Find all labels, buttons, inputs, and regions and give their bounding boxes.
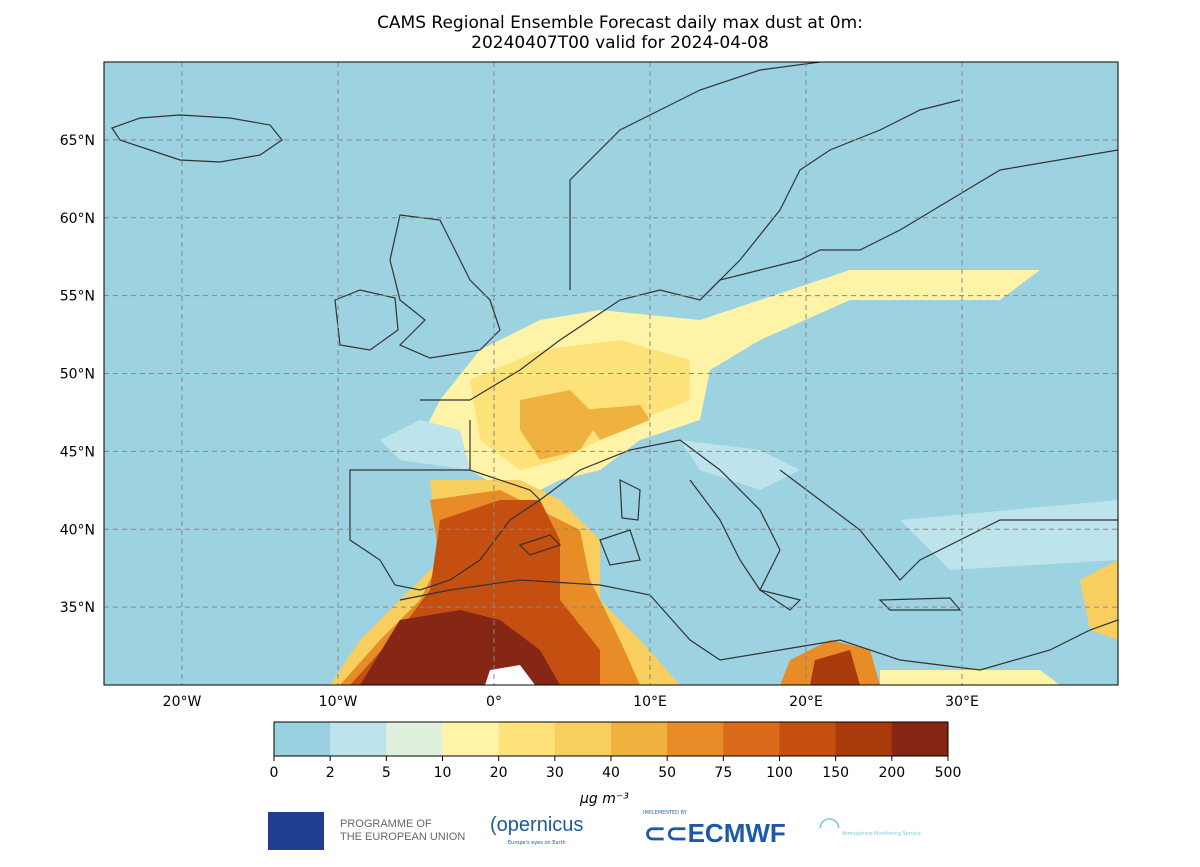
- colorbar-segment: [274, 722, 331, 756]
- lat-tick-label: 50°N: [60, 367, 95, 383]
- colorbar-segment: [611, 722, 668, 756]
- lon-tick-label: 10°W: [319, 694, 358, 710]
- chart-title: CAMS Regional Ensemble Forecast daily ma…: [0, 13, 1200, 53]
- lon-tick-label: 10°E: [633, 694, 667, 710]
- eu-flag-logo: [268, 812, 324, 850]
- colorbar-tick-label: 0: [269, 765, 279, 781]
- graticule: [104, 62, 1118, 685]
- colorbar-tick-label: 75: [714, 765, 733, 781]
- colorbar-tick-label: 150: [822, 765, 850, 781]
- colorbar-tick-label: 200: [878, 765, 906, 781]
- lat-tick-label: 40°N: [60, 522, 95, 538]
- lat-tick-label: 65°N: [60, 133, 95, 149]
- colorbar: [273, 721, 949, 761]
- copernicus-tagline: Europe's eyes on Earth: [508, 840, 566, 846]
- colorbar-tick-label: 2: [325, 765, 335, 781]
- title-line-2: 20240407T00 valid for 2024-04-08: [471, 33, 769, 53]
- lon-tick-label: 0°: [486, 694, 502, 710]
- coastlines: [111, 62, 1118, 671]
- colorbar-tick-label: 50: [658, 765, 677, 781]
- lat-tick-label: 45°N: [60, 444, 95, 460]
- colorbar-tick-label: 10: [433, 765, 452, 781]
- colorbar-segment: [386, 722, 443, 756]
- cams-logo: ◠ Atmosphere Monitoring Service: [818, 812, 921, 842]
- colorbar-segment: [667, 722, 724, 756]
- eu-programme-text: PROGRAMME OF THE EUROPEAN UNION: [340, 818, 466, 843]
- colorbar-tick-label: 40: [602, 765, 620, 781]
- colorbar-segment: [891, 722, 949, 756]
- colorbar-segment: [554, 722, 612, 756]
- map-frame: [103, 61, 1119, 686]
- lat-tick-label: 35°N: [60, 600, 95, 616]
- colorbar-unit-label: µg m⁻³: [580, 791, 629, 807]
- colorbar-segment: [330, 722, 387, 756]
- colorbar-segment: [779, 722, 837, 756]
- copernicus-logo: (opernicus: [490, 814, 584, 836]
- lat-tick-label: 55°N: [60, 289, 95, 305]
- colorbar-segment: [442, 722, 500, 756]
- lon-tick-label: 30°E: [945, 694, 979, 710]
- colorbar-segment: [498, 722, 556, 756]
- lat-tick-label: 60°N: [60, 211, 95, 227]
- colorbar-segment: [835, 722, 893, 756]
- colorbar-tick-label: 500: [934, 765, 962, 781]
- lon-tick-label: 20°E: [789, 694, 823, 710]
- ecmwf-logo: ⊂⊂ECMWF: [644, 818, 786, 848]
- colorbar-tick-label: 100: [766, 765, 793, 781]
- lon-tick-label: 20°W: [163, 694, 202, 710]
- logo-strip: PROGRAMME OF THE EUROPEAN UNION (opernicu…: [268, 810, 948, 855]
- colorbar-tick-label: 30: [545, 765, 564, 781]
- colorbar-segment: [723, 722, 780, 756]
- title-line-1: CAMS Regional Ensemble Forecast daily ma…: [377, 13, 863, 33]
- ecmwf-implemented-by: IMPLEMENTED BY: [643, 810, 687, 816]
- colorbar-tick-label: 20: [489, 765, 508, 781]
- colorbar-tick-label: 5: [381, 765, 391, 781]
